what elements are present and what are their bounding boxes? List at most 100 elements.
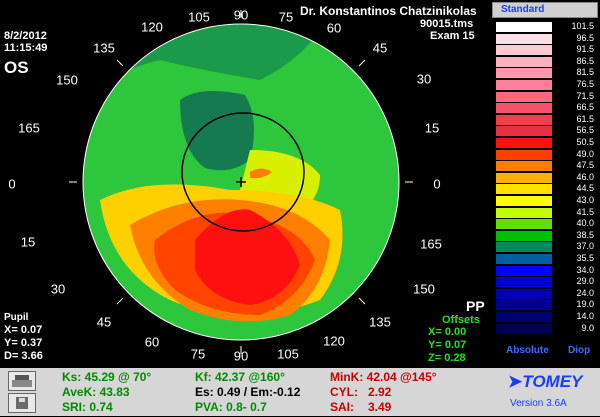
pupil-x: X= 0.07 <box>4 324 43 336</box>
logo-text: TOMEY <box>522 372 583 391</box>
scale-swatch <box>496 172 552 183</box>
angle-label-135-top: 135 <box>93 40 115 56</box>
es-em-value: Es: 0.49 / Em:-0.12 <box>195 385 301 399</box>
angle-label-150-bottom: 150 <box>413 281 435 297</box>
angle-label-105-bottom: 105 <box>277 346 299 362</box>
angle-label-45-bottom: 45 <box>96 314 112 330</box>
sai-value: 3.49 <box>368 400 392 414</box>
scale-swatch <box>496 230 552 241</box>
angle-label-45-top: 45 <box>372 40 388 56</box>
angle-label-15-top: 15 <box>424 120 440 136</box>
angle-label-120-bottom: 120 <box>323 333 345 349</box>
exam-number: Exam 15 <box>430 30 475 42</box>
angle-label-165-top: 165 <box>18 120 40 136</box>
angle-label-105-top: 105 <box>188 9 210 25</box>
scale-mode-selector[interactable]: Standard <box>492 2 598 18</box>
scale-value: 91.5 <box>576 44 594 55</box>
angle-label-90-bottom: 90 <box>233 348 249 364</box>
sri-value: SRI: 0.74 <box>62 400 113 414</box>
scale-swatch <box>496 242 552 253</box>
pp-label: PP <box>466 298 485 314</box>
ks-value: Ks: 45.29 @ 70° <box>62 370 152 384</box>
angle-label-15-bottom: 15 <box>20 234 36 250</box>
cyl-label: CYL: <box>330 385 358 399</box>
scale-value: 101.5 <box>571 21 594 31</box>
scale-swatch <box>496 184 552 195</box>
angle-label-30-top: 30 <box>416 71 432 87</box>
scale-swatch <box>496 138 552 148</box>
absolute-toggle[interactable]: Absolute <box>506 345 549 356</box>
scale-swatch <box>496 80 552 90</box>
scale-swatch <box>496 312 552 322</box>
scale-swatch <box>496 219 552 230</box>
offset-z: Z= 0.28 <box>428 352 466 364</box>
angle-ticks <box>69 10 413 354</box>
color-scale-panel: Standard 101.5 96.5 91.5 86.5 81.5 76.5 71.5 66… <box>490 0 600 368</box>
scale-swatch <box>496 207 552 218</box>
angle-label-120-top: 120 <box>141 19 163 35</box>
angle-label-90-top: 90 <box>233 7 249 23</box>
scale-swatch <box>496 114 552 125</box>
scale-swatch <box>496 126 552 137</box>
scale-value: 37.0 <box>576 241 594 252</box>
avek-value: AveK: 43.83 <box>62 385 130 399</box>
logo-icon: ➤ <box>508 372 523 391</box>
scale-value: 43.0 <box>576 195 594 205</box>
scale-swatch <box>496 277 552 288</box>
exam-date: 8/2/2012 <box>4 30 47 42</box>
file-name: 90015.tms <box>420 18 474 30</box>
scale-swatch <box>496 323 552 334</box>
pupil-d: D= 3.66 <box>4 350 43 362</box>
scale-value: 66.5 <box>576 102 594 113</box>
save-icon[interactable] <box>8 393 36 413</box>
angle-label-150-top: 150 <box>56 72 78 88</box>
diop-toggle[interactable]: Diop <box>568 345 591 356</box>
angle-label-60-bottom: 60 <box>144 334 160 350</box>
scale-swatch <box>496 22 552 32</box>
topography-map-panel: 8/2/2012 11:15:49 OS Dr. Konstantinos Ch… <box>0 0 490 368</box>
scale-value: 44.5 <box>576 183 594 194</box>
kf-value: Kf: 42.37 @160° <box>195 370 285 384</box>
scale-value: 14.0 <box>576 311 594 321</box>
scale-value: 9.0 <box>581 322 594 333</box>
scale-swatch <box>496 161 552 172</box>
scale-value: 40.0 <box>576 218 594 229</box>
angle-label-0-right: 0 <box>433 176 441 192</box>
angle-label-30-bottom: 30 <box>50 281 66 297</box>
scale-value: 24.0 <box>576 287 594 298</box>
scale-swatch <box>496 265 552 276</box>
angle-label-0-left: 0 <box>8 176 16 192</box>
scale-swatch <box>496 91 552 102</box>
tomey-logo: ➤TOMEY <box>508 372 582 392</box>
scale-swatch <box>496 56 552 67</box>
pupil-y: Y= 0.37 <box>4 337 43 349</box>
scale-value: 46.0 <box>576 171 594 182</box>
cyl-value: 2.92 <box>368 385 392 399</box>
scale-value: 29.0 <box>576 276 594 287</box>
angle-label-75-bottom: 75 <box>190 346 206 362</box>
version-label: Version 3.6A <box>510 398 567 409</box>
scale-swatch <box>496 33 552 44</box>
scale-value: 19.0 <box>576 299 594 310</box>
scale-value: 41.5 <box>576 206 594 217</box>
scale-value: 49.0 <box>576 148 594 159</box>
angle-label-165-bottom: 165 <box>420 236 442 252</box>
angle-label-135-bottom: 135 <box>369 314 391 330</box>
scale-value: 50.5 <box>576 137 594 147</box>
corneal-map[interactable] <box>0 0 490 368</box>
offsets-label: Offsets <box>442 314 480 326</box>
scale-swatch <box>496 300 552 311</box>
pupil-label: Pupil <box>4 312 29 323</box>
eye-label: OS <box>4 58 29 77</box>
scale-value: 76.5 <box>576 79 594 89</box>
scale-value: 61.5 <box>576 113 594 124</box>
scale-value: 34.0 <box>576 264 594 275</box>
scale-value: 56.5 <box>576 125 594 136</box>
indices-bar: Ks: 45.29 @ 70° Kf: 42.37 @160° MinK: 42… <box>0 368 600 416</box>
print-icon[interactable] <box>8 371 36 391</box>
scale-swatch <box>496 45 552 56</box>
angle-label-75-top: 75 <box>278 9 294 25</box>
scale-value: 38.5 <box>576 229 594 240</box>
scale-swatch <box>496 68 552 79</box>
scale-swatch <box>496 196 552 206</box>
